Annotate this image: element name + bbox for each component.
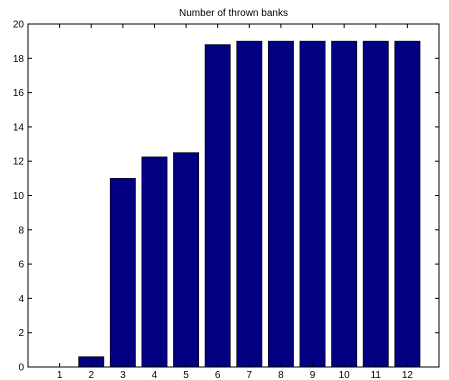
y-tick-label: 14 [13, 122, 25, 133]
y-tick-label: 0 [18, 363, 24, 374]
bar-9 [300, 41, 325, 367]
x-tick-label: 7 [247, 370, 253, 380]
bars-layer [79, 41, 420, 367]
x-tick-label: 8 [278, 370, 284, 380]
bar-4 [142, 157, 167, 367]
x-tick-label: 2 [88, 370, 94, 380]
x-tick-label: 3 [120, 370, 126, 380]
bar-7 [237, 41, 262, 367]
y-tick-label: 10 [13, 191, 25, 202]
y-tick-label: 18 [13, 54, 25, 65]
bar-8 [268, 41, 293, 367]
bar-5 [173, 153, 198, 367]
y-tick-label: 4 [18, 294, 24, 305]
y-tick-label: 6 [18, 260, 24, 271]
x-tick-label: 11 [371, 370, 382, 380]
chart-title: Number of thrown banks [179, 8, 288, 19]
x-tick-label: 1 [57, 370, 63, 380]
x-tick-label: 6 [215, 370, 221, 380]
bar-3 [110, 178, 135, 367]
bar-12 [395, 41, 420, 367]
x-tick-label: 12 [402, 370, 414, 380]
y-tick-label: 2 [18, 328, 24, 339]
x-tick-label: 10 [339, 370, 351, 380]
bar-6 [205, 45, 230, 367]
x-tick-label: 4 [152, 370, 158, 380]
y-tick-label: 12 [13, 157, 25, 168]
y-tick-label: 20 [13, 20, 25, 31]
bar-10 [332, 41, 357, 367]
y-tick-label: 16 [13, 88, 25, 99]
y-tick-label: 8 [18, 225, 24, 236]
x-tick-label: 5 [183, 370, 189, 380]
x-tick-label: 9 [310, 370, 316, 380]
bar-11 [363, 41, 388, 367]
